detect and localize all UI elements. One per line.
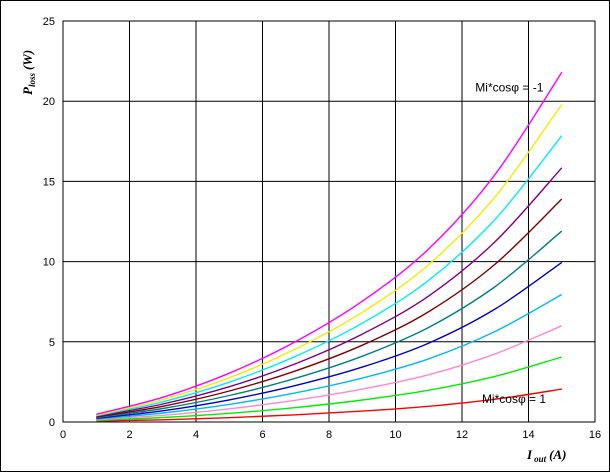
annotation-0: Mi*cosφ = -1 xyxy=(475,81,543,95)
x-tick-label-4: 8 xyxy=(326,429,332,441)
y-axis-label-main: P xyxy=(20,86,35,95)
x-tick-label-0: 0 xyxy=(60,429,66,441)
series-line-0 xyxy=(96,388,562,422)
series-line-3 xyxy=(96,293,563,420)
y-tick-label-3: 15 xyxy=(43,176,55,188)
x-axis-label-sub: out xyxy=(534,454,547,464)
x-tick-label-7: 14 xyxy=(522,429,534,441)
y-axis-label-sub: loss xyxy=(27,73,37,88)
plot-area-frame xyxy=(62,20,596,423)
y-axis-label-unit: (W) xyxy=(20,50,35,70)
annotation-1: Mi*cosφ = 1 xyxy=(482,392,546,406)
series-line-10 xyxy=(96,71,563,415)
y-tick-label-1: 5 xyxy=(49,337,55,349)
x-tick-label-5: 10 xyxy=(389,429,401,441)
series-line-4 xyxy=(96,261,563,419)
annotations: Mi*cosφ = -1 Mi*cosφ = 1 xyxy=(475,81,546,406)
y-tick-label-2: 10 xyxy=(43,257,55,269)
series-line-5 xyxy=(96,230,563,419)
x-tick-label-8: 16 xyxy=(589,429,601,441)
series-line-1 xyxy=(96,356,562,422)
series-line-2 xyxy=(96,325,563,421)
series-line-7 xyxy=(96,167,563,418)
x-tick-label-6: 12 xyxy=(456,429,468,441)
tick-labels: 0 2 4 6 8 10 12 14 16 0 5 10 15 20 25 xyxy=(43,16,601,441)
y-tick-label-5: 25 xyxy=(43,16,55,28)
series-line-8 xyxy=(96,135,563,417)
x-tick-label-2: 4 xyxy=(193,429,199,441)
series-line-6 xyxy=(96,198,563,418)
x-tick-label-3: 6 xyxy=(259,429,265,441)
series-lines xyxy=(96,71,563,422)
y-tick-label-0: 0 xyxy=(49,417,55,429)
x-axis-label-unit: (A) xyxy=(549,447,566,462)
series-line-9 xyxy=(96,103,563,416)
y-axis-label: Ploss (W) xyxy=(20,50,37,95)
x-tick-label-1: 2 xyxy=(126,429,132,441)
y-tick-label-4: 20 xyxy=(43,96,55,108)
x-axis-label-main: I xyxy=(526,447,533,462)
